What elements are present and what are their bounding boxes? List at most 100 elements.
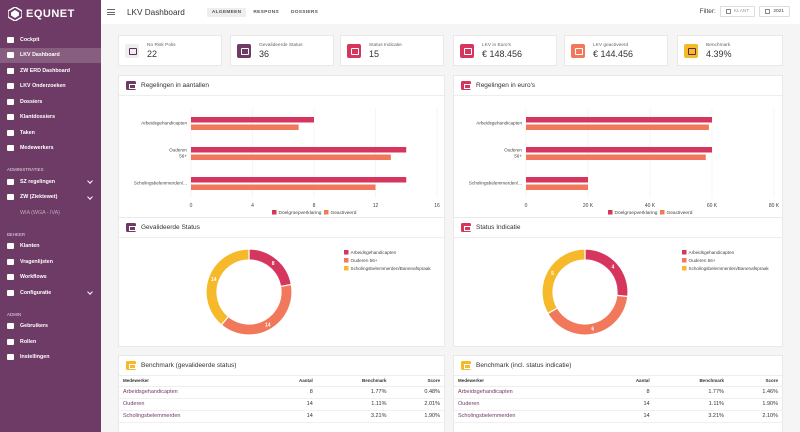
- cell-medewerker[interactable]: Arbeidsgehandicapten: [454, 386, 604, 399]
- sidebar-item-workflows[interactable]: Workflows: [0, 270, 101, 286]
- sidebar-item-lkv-dashboard[interactable]: LKV Dashboard: [0, 47, 101, 63]
- donut-slice[interactable]: [205, 248, 250, 326]
- year-filter-button[interactable]: 2021: [759, 6, 790, 17]
- col-medewerker[interactable]: Medewerker: [119, 376, 268, 387]
- cell-medewerker[interactable]: Ouderen: [454, 398, 604, 411]
- section-label-administraties: ADMINISTRATIES: [7, 167, 44, 172]
- donut-slice[interactable]: [546, 294, 629, 336]
- legend-label[interactable]: Doelgroepverklaring: [279, 210, 322, 216]
- cell-benchmark: 1.77%: [316, 386, 391, 399]
- bar-doelgroepverklaring[interactable]: [191, 147, 407, 153]
- card-title: Benchmark (incl. status indicatie): [476, 362, 572, 369]
- sysadmin-nav: Gebruikers Rollen Instellingen: [0, 319, 101, 366]
- benchmark-table: Medewerker Aantal Benchmark Score Arbeid…: [119, 376, 444, 423]
- brand-logo[interactable]: EQUNET: [0, 0, 101, 28]
- donut-chart-gevalideerd: 8 14 14 Arbeidsgehandicapten Ouderen 56+ Scho…: [205, 248, 432, 336]
- page-title: LKV Dashboard: [127, 7, 185, 17]
- card-regelingen-aantallen: Regelingen in aantallen 0 4 8 12 16 Arbeidsge…: [118, 75, 445, 231]
- calendar-icon: [765, 9, 771, 14]
- top-header: LKV Dashboard ALGEMEEN RESPONS DOSSIERS …: [101, 0, 800, 24]
- bar-geactiveerd[interactable]: [526, 124, 709, 131]
- bar-doelgroepverklaring[interactable]: [526, 117, 712, 123]
- bar-doelgroepverklaring[interactable]: [526, 177, 588, 183]
- cell-aantal: 14: [267, 398, 317, 411]
- donut-slice[interactable]: [541, 248, 586, 315]
- sidebar-item-label: Rollen: [20, 338, 37, 345]
- sidebar-item-taken[interactable]: Taken: [0, 125, 101, 141]
- legend-swatch: [344, 250, 349, 255]
- legend-label[interactable]: Ouderen 56+: [351, 258, 378, 263]
- sidebar-item-wia[interactable]: WIA (WGA - IVA): [0, 205, 101, 221]
- col-aantal[interactable]: Aantal: [603, 376, 654, 387]
- bar-geactiveerd[interactable]: [191, 124, 299, 131]
- sidebar-item-vragenlijsten[interactable]: Vragenlijsten: [0, 254, 101, 270]
- col-medewerker[interactable]: Medewerker: [454, 376, 604, 387]
- kpi-value: 22: [147, 48, 158, 59]
- menu-toggle-icon[interactable]: [107, 8, 115, 16]
- legend-label[interactable]: Scholingsbelemmerden/Banenafspraak: [689, 266, 770, 271]
- kpi-gevalideerde-status: Gevalideerde Status 36: [230, 35, 334, 66]
- donut-slice[interactable]: [584, 248, 629, 298]
- col-benchmark[interactable]: Benchmark: [653, 376, 728, 387]
- sidebar: EQUNET Cockpit LKV Dashboard ZW ERD Dash…: [0, 0, 101, 432]
- legend-swatch: [682, 258, 687, 263]
- sidebar-item-lkv-onderzoeken[interactable]: LKV Onderzoeken: [0, 79, 101, 95]
- kpi-status-indicatie: Status Indicatie 15: [340, 35, 444, 66]
- legend-label[interactable]: Geactiveerd: [331, 210, 357, 216]
- sidebar-item-rollen[interactable]: Rollen: [0, 334, 101, 350]
- sidebar-item-klanten[interactable]: Klanten: [0, 239, 101, 255]
- benchmark-icon: [461, 361, 471, 370]
- donut-slice[interactable]: [248, 248, 293, 288]
- tab-dossiers[interactable]: DOSSIERS: [290, 9, 319, 15]
- tab-respons[interactable]: RESPONS: [253, 9, 279, 15]
- sidebar-item-zw-erd-dashboard[interactable]: ZW ERD Dashboard: [0, 63, 101, 79]
- sidebar-item-configuratie[interactable]: Configuratie: [0, 285, 101, 301]
- cell-aantal: 14: [267, 410, 317, 423]
- sidebar-item-cockpit[interactable]: Cockpit: [0, 32, 101, 48]
- cell-medewerker[interactable]: Scholingsbelemmerden: [454, 410, 604, 423]
- sidebar-item-zw-ziektewet[interactable]: ZW (Ziektewet): [0, 190, 101, 206]
- kpi-polis-icon: [125, 43, 139, 58]
- client-filter-button[interactable]: KLANT: [719, 6, 756, 17]
- legend-label[interactable]: Scholingsbelemmerden/Banenafspraak: [351, 266, 432, 271]
- sidebar-item-dossiers[interactable]: Dossiers: [0, 94, 101, 110]
- bar-geactiveerd[interactable]: [526, 184, 588, 191]
- legend-swatch: [682, 266, 687, 271]
- card-benchmark-gevalideerd: Benchmark (gevalideerde status) Medewerk…: [118, 355, 445, 432]
- cell-medewerker[interactable]: Arbeidsgehandicapten: [119, 386, 268, 399]
- bar-doelgroepverklaring[interactable]: [191, 177, 407, 183]
- kpi-label: LKV in Euro's: [482, 42, 511, 48]
- search-doc-icon: [7, 83, 14, 90]
- card-title: Status Indicatie: [476, 224, 521, 231]
- tab-algemeen[interactable]: ALGEMEEN: [206, 7, 247, 17]
- col-score[interactable]: Score: [390, 376, 444, 387]
- cell-score: 1.90%: [390, 410, 444, 423]
- slice-value-label: 14: [265, 322, 271, 328]
- legend-label[interactable]: Arbeidsgehandicapten: [689, 250, 735, 255]
- sidebar-item-instellingen[interactable]: Instellingen: [0, 350, 101, 366]
- sidebar-item-gebruikers[interactable]: Gebruikers: [0, 319, 101, 335]
- col-score[interactable]: Score: [727, 376, 782, 387]
- bar-geactiveerd[interactable]: [191, 184, 376, 191]
- cell-medewerker[interactable]: Scholingsbelemmerden: [119, 410, 268, 423]
- bar-doelgroepverklaring[interactable]: [526, 147, 712, 153]
- col-benchmark[interactable]: Benchmark: [316, 376, 391, 387]
- dashboard-tabs: ALGEMEEN RESPONS DOSSIERS: [206, 7, 323, 17]
- legend-label[interactable]: Ouderen 56+: [689, 258, 716, 263]
- donut-slice[interactable]: [220, 283, 293, 336]
- bar-geactiveerd[interactable]: [526, 154, 706, 161]
- sidebar-item-klantdossiers[interactable]: Klantdossiers: [0, 110, 101, 126]
- col-aantal[interactable]: Aantal: [267, 376, 317, 387]
- sidebar-item-sz-regelingen[interactable]: SZ regelingen: [0, 174, 101, 190]
- y-category-label: Ouderen: [504, 148, 522, 153]
- sidebar-item-medewerkers[interactable]: Medewerkers: [0, 141, 101, 157]
- legend-label[interactable]: Geactiveerd: [667, 210, 693, 216]
- legend-swatch: [324, 210, 329, 215]
- bar-doelgroepverklaring[interactable]: [191, 117, 314, 123]
- legend-label[interactable]: Doelgroepverklaring: [615, 210, 658, 216]
- cell-medewerker[interactable]: Ouderen: [119, 398, 268, 411]
- y-category-label: Scholingsbelemmerden/...: [134, 181, 187, 186]
- bar-geactiveerd[interactable]: [191, 154, 391, 161]
- card-title: Gevalideerde Status: [141, 224, 200, 231]
- legend-label[interactable]: Arbeidsgehandicapten: [351, 250, 397, 255]
